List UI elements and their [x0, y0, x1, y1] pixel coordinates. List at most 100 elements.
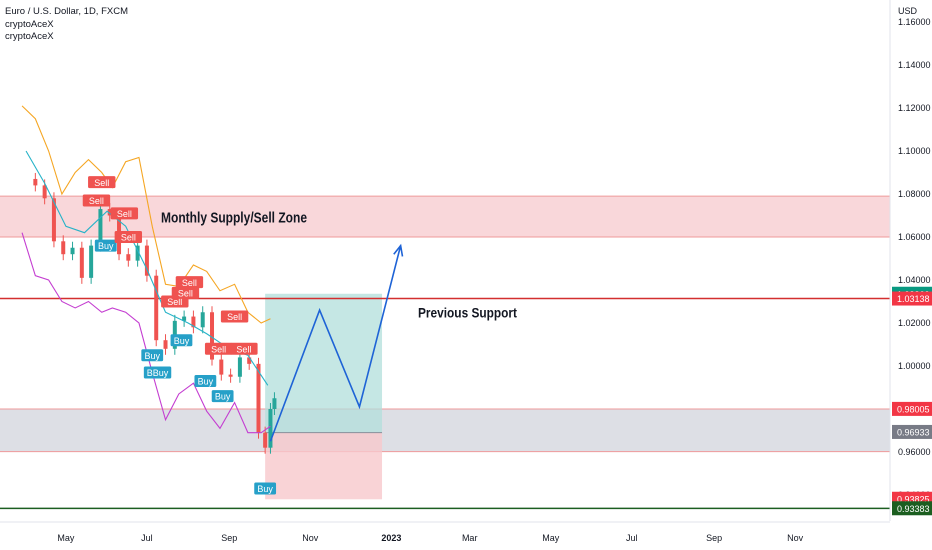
signal-badge	[211, 390, 234, 403]
y-tick-label: 1.04000	[898, 275, 931, 285]
projection-arrowhead	[393, 243, 404, 257]
indicator-name[interactable]: cryptoAceX	[5, 31, 54, 42]
y-tick-label: 1.16000	[898, 17, 931, 27]
candle-body	[42, 185, 47, 199]
price-label: 0.98005	[892, 401, 932, 416]
signal-badge	[141, 349, 164, 362]
buy-signal: Buy	[141, 349, 164, 362]
candle-body	[70, 247, 75, 255]
candle-body	[107, 209, 112, 216]
price-label-text: 0.93383	[897, 504, 930, 514]
signal-badge	[114, 231, 143, 243]
candle-body	[210, 312, 215, 360]
signal-label: Sell	[182, 278, 197, 288]
y-tick-label: 1.10000	[898, 146, 931, 156]
candle-body	[89, 245, 94, 278]
signal-badge	[194, 375, 217, 388]
projection-path	[269, 245, 402, 442]
candle-body	[98, 209, 103, 246]
candle-body	[191, 316, 196, 328]
signal-label: Sell	[121, 233, 136, 243]
x-tick-label: Nov	[302, 533, 319, 543]
signal-badge	[170, 334, 193, 347]
signal-label: Sell	[117, 209, 132, 219]
buy-signal: Buy	[211, 390, 234, 403]
y-tick-label: 1.02000	[898, 318, 931, 328]
buy-signal: Buy	[194, 375, 217, 388]
y-tick-label: 1.06000	[898, 232, 931, 242]
x-tick-label: May	[57, 533, 75, 543]
candle-body	[237, 357, 242, 377]
sell-signal: Sell	[171, 286, 200, 299]
x-tick-label: Jul	[626, 533, 638, 543]
candle-body	[268, 409, 273, 448]
signal-label: Buy	[198, 377, 214, 387]
signal-label: Sell	[211, 344, 226, 354]
y-tick-label: 1.12000	[898, 103, 931, 113]
indicator-line	[21, 105, 271, 324]
x-tick-label: Jul	[141, 533, 153, 543]
x-tick-label: May	[542, 533, 560, 543]
candle-body	[219, 359, 224, 375]
price-label-bg	[892, 401, 932, 416]
zone-label: Monthly Supply/Sell Zone	[161, 210, 307, 227]
price-label: 0.96933	[892, 424, 932, 439]
zone-rect	[0, 409, 890, 452]
y-tick-label: 1.00000	[898, 361, 931, 371]
position-loss-zone	[265, 432, 383, 500]
signal-label: Buy	[174, 336, 190, 346]
signal-badge	[171, 286, 200, 299]
signal-badge	[254, 482, 277, 495]
signal-label: Buy	[257, 484, 273, 494]
y-tick-label: 1.14000	[898, 60, 931, 70]
x-tick-label: Nov	[787, 533, 804, 543]
candle-body	[61, 241, 66, 255]
time-axis-bg	[0, 521, 932, 550]
price-axis-bg	[890, 0, 932, 550]
candle-body	[256, 363, 261, 433]
signal-badge	[175, 276, 204, 289]
sell-signal: Sell	[110, 207, 139, 220]
price-label-text: 0.98005	[897, 404, 930, 414]
candle-body	[144, 245, 149, 276]
signal-badge	[94, 239, 117, 252]
signal-badge	[88, 176, 116, 189]
indicator-line	[21, 232, 271, 434]
signal-label: Sell	[89, 196, 104, 206]
price-label-text: 1.03138	[897, 294, 930, 304]
position-profit-zone	[265, 293, 383, 433]
price-label-bg	[892, 291, 932, 306]
signal-badge	[220, 310, 249, 323]
currency-label: USD	[898, 6, 918, 16]
signal-label: BBuy	[147, 368, 169, 378]
price-label-text: 0.96933	[897, 427, 930, 437]
signal-label: Sell	[94, 178, 109, 188]
candle-body	[163, 340, 168, 349]
indicator-name[interactable]: cryptoAceX	[5, 18, 54, 30]
signal-badge	[143, 366, 172, 379]
sell-signal: Sell	[230, 342, 258, 355]
y-tick-label: 1.08000	[898, 189, 931, 199]
candle-body	[263, 432, 268, 448]
candle-body	[228, 374, 233, 377]
candle-body	[135, 245, 140, 261]
candle-body	[182, 316, 187, 321]
zone-rect	[0, 196, 890, 237]
candle-body	[79, 247, 84, 278]
signal-label: Buy	[98, 241, 114, 251]
symbol-title[interactable]: Euro / U.S. Dollar, 1D, FXCM	[5, 6, 129, 17]
candle-body	[126, 254, 131, 261]
x-tick-label: Sep	[706, 533, 722, 543]
buy-signal: Buy	[94, 239, 117, 252]
x-tick-label: Sep	[221, 533, 237, 543]
candle-body	[33, 178, 38, 186]
sell-signal: Sell	[114, 231, 143, 243]
sell-signal: Sell	[175, 276, 204, 289]
signal-label: Sell	[178, 289, 193, 299]
signal-badge	[110, 207, 139, 220]
sell-signal: Sell	[82, 194, 111, 207]
x-tick-label: Mar	[462, 533, 478, 543]
sell-signal: Sell	[204, 342, 233, 355]
